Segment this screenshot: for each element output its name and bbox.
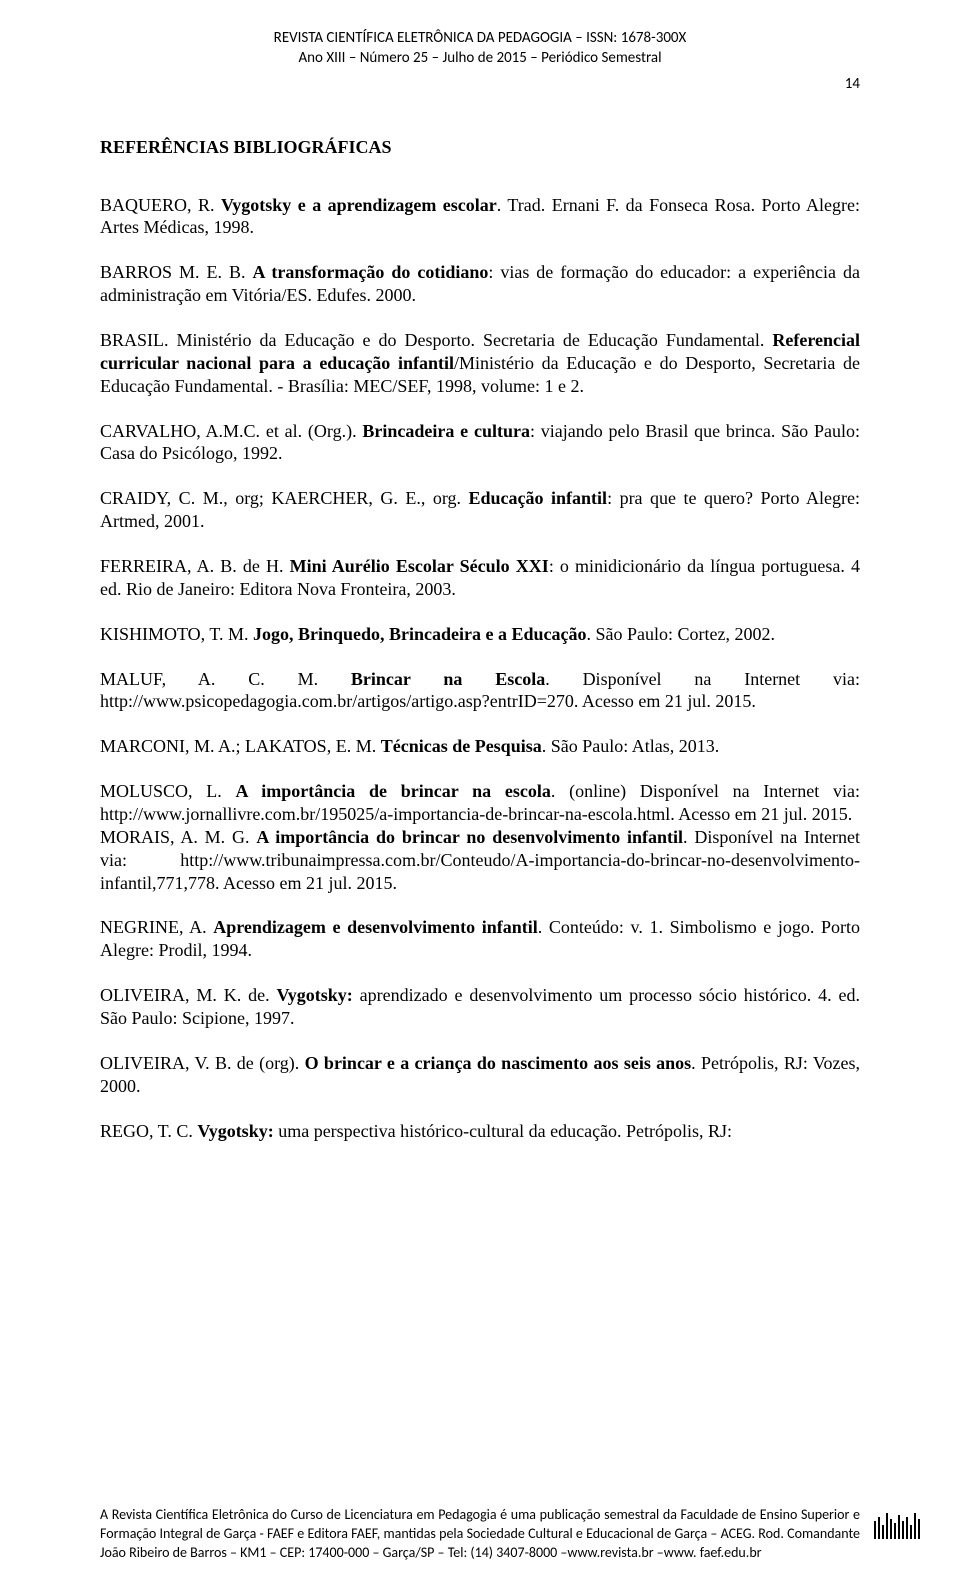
reference-entry: CARVALHO, A.M.C. et al. (Org.). Brincade…	[100, 420, 860, 466]
reference-entry: BARROS M. E. B. A transformação do cotid…	[100, 261, 860, 307]
reference-entry: BAQUERO, R. Vygotsky e a aprendizagem es…	[100, 194, 860, 240]
reference-entry: BRASIL. Ministério da Educação e do Desp…	[100, 329, 860, 398]
reference-entry: NEGRINE, A. Aprendizagem e desenvolvimen…	[100, 916, 860, 962]
reference-entry: FERREIRA, A. B. de H. Mini Aurélio Escol…	[100, 555, 860, 601]
reference-entry: KISHIMOTO, T. M. Jogo, Brinquedo, Brinca…	[100, 623, 860, 646]
reference-entry: OLIVEIRA, V. B. de (org). O brincar e a …	[100, 1052, 860, 1098]
footer-text: A Revista Científica Eletrônica do Curso…	[100, 1506, 860, 1563]
reference-entry: MALUF, A. C. M. Brincar na Escola. Dispo…	[100, 668, 860, 714]
header-line-1: REVISTA CIENTÍFICA ELETRÔNICA DA PEDAGOG…	[100, 28, 860, 48]
journal-header: REVISTA CIENTÍFICA ELETRÔNICA DA PEDAGOG…	[100, 28, 860, 69]
reference-entry: REGO, T. C. Vygotsky: uma perspectiva hi…	[100, 1120, 860, 1143]
reference-entry: MORAIS, A. M. G. A importância do brinca…	[100, 826, 860, 895]
section-title: REFERÊNCIAS BIBLIOGRÁFICAS	[100, 137, 860, 158]
barcode-icon	[874, 1513, 920, 1539]
header-line-2: Ano XIII – Número 25 – Julho de 2015 – P…	[100, 48, 860, 68]
reference-entry: MOLUSCO, L. A importância de brincar na …	[100, 780, 860, 826]
references-list: BAQUERO, R. Vygotsky e a aprendizagem es…	[100, 194, 860, 1143]
reference-entry: CRAIDY, C. M., org; KAERCHER, G. E., org…	[100, 487, 860, 533]
reference-entry: OLIVEIRA, M. K. de. Vygotsky: aprendizad…	[100, 984, 860, 1030]
reference-entry: MARCONI, M. A.; LAKATOS, E. M. Técnicas …	[100, 735, 860, 758]
page-number: 14	[100, 75, 860, 93]
